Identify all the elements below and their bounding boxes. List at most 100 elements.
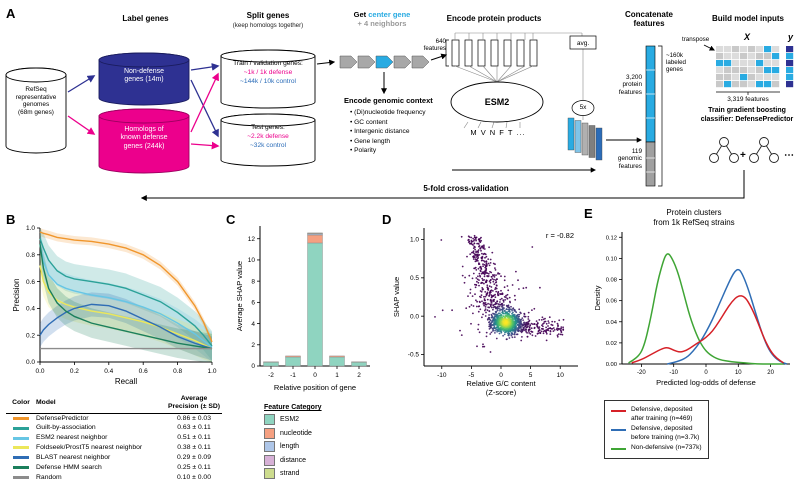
avg-precision-value: 0.10 ± 0.00 <box>177 473 211 481</box>
sd-band <box>40 228 212 346</box>
bar-segment <box>307 232 323 234</box>
header-split-genes: Split genes <box>246 11 290 20</box>
color-swatch <box>13 436 29 440</box>
tick-label: -5 <box>468 372 474 379</box>
pr-curve <box>39 303 213 350</box>
model-name: ESM2 nearest neighbor <box>36 434 108 442</box>
test-control-count: ~32k control <box>249 142 287 149</box>
density-chart: -20 -10 0 10 20 0.00 0.02 0.04 0.06 0.08 0.10 0.12 P… <box>593 232 790 387</box>
features-3319-label: 3,319 features <box>727 96 769 103</box>
context-item: • GC content <box>350 118 388 126</box>
encode-context-title: Encode genomic context <box>344 96 433 105</box>
embedding-cells <box>451 39 538 67</box>
legend-item: nucleotide <box>264 427 322 439</box>
table-row: ESM2 nearest neighbor 0.51 ± 0.11 <box>6 433 222 443</box>
density-chart-title: Protein clusters from 1k RefSeq strains <box>653 208 735 227</box>
tick-label: 20 <box>767 370 774 376</box>
avg-precision-value: 0.29 ± 0.09 <box>177 453 211 461</box>
legend-label: Defensive, deposited after training (n=4… <box>631 406 693 422</box>
tick-label: 1.0 <box>26 225 35 232</box>
tick-label: 1.0 <box>410 237 419 244</box>
tick-label: -0.5 <box>408 352 420 359</box>
tick-label: 6 <box>251 300 255 307</box>
test-cylinder <box>220 113 316 167</box>
pr-curve <box>39 243 213 348</box>
header-label-genes: Label genes <box>122 14 169 23</box>
bar-segment <box>307 242 323 367</box>
pr-curve <box>39 231 213 343</box>
bar-segment <box>263 362 279 367</box>
sd-band <box>40 228 212 361</box>
legend-item: Defensive, deposited after training (n=4… <box>611 406 702 423</box>
avg-box <box>569 35 597 50</box>
tick-label: r = -0.82 <box>546 231 574 240</box>
neighbor-gene-icon <box>393 55 412 69</box>
color-swatch <box>13 466 29 470</box>
tick-label: Predicted log-odds of defense <box>656 378 756 387</box>
tick-label: 1.0 <box>207 368 216 375</box>
non-defense-label: Non-defense genes (14m) <box>123 68 165 84</box>
gc-shap-scatter: -10 -5 0 5 10 -0.5 0.0 0.5 1.0 r = -0.82 Relative … <box>392 228 578 397</box>
avg-precision-value: 0.86 ± 0.03 <box>177 414 211 422</box>
matrix-x-label: X <box>744 32 751 42</box>
tick-label: -10 <box>437 372 447 379</box>
density-curve <box>667 268 788 365</box>
panel-d-label: D <box>382 212 392 227</box>
table-header-color: Color <box>12 398 30 406</box>
tick-label: 10 <box>557 372 565 379</box>
legend-label: ESM2 <box>280 416 300 423</box>
table-row: Defense HMM search 0.25 ± 0.11 <box>6 463 222 473</box>
context-item: • Intergenic distance <box>350 128 410 136</box>
esm2-block <box>445 32 603 161</box>
homologs-label: Homologs of known defense genes (244k) <box>120 126 168 150</box>
bar-segment <box>285 356 301 367</box>
tick-label: -2 <box>268 372 274 379</box>
panel-c-label: C <box>226 212 236 227</box>
pr-curve <box>39 265 213 350</box>
table-row: BLAST nearest neighbor 0.29 ± 0.09 <box>6 453 222 463</box>
features-640-label: 640 features <box>423 38 446 53</box>
legend-line-swatch <box>611 448 626 451</box>
train-defense-count: ~1k / 1k defense <box>243 69 293 76</box>
scatter-points <box>434 234 565 353</box>
flow-arrows <box>67 44 745 201</box>
cross-validation-label: 5-fold cross-validation <box>423 184 509 193</box>
color-swatch <box>13 446 29 450</box>
sd-band <box>40 229 212 362</box>
avg-precision-value: 0.51 ± 0.11 <box>177 434 211 442</box>
tick-label: 0 <box>313 372 317 379</box>
feature-category-legend: Feature Category ESM2 nucleotide length dist… <box>264 404 322 482</box>
color-swatch <box>13 417 29 421</box>
transpose-label: transpose <box>682 36 710 43</box>
model-name: Foldseek/ProstT5 nearest neighbor <box>36 444 143 452</box>
bar-segment <box>351 361 367 363</box>
tick-label: 0.06 <box>606 299 617 305</box>
fan-lines <box>454 32 584 129</box>
sd-band <box>40 250 212 362</box>
tick-label: 0.5 <box>410 275 419 282</box>
tick-label: Relative position of gene <box>274 383 356 392</box>
header-encode-protein: Encode protein products <box>446 14 542 23</box>
tick-label: 0.0 <box>410 313 419 320</box>
tick-label: 0 <box>251 363 255 370</box>
tick-label: 0.12 <box>606 235 617 241</box>
tick-label: 10 <box>248 257 256 264</box>
pr-curve-chart: 0.0 0.2 0.4 0.6 0.8 1.0 0.0 0.2 0.4 0.6 0.8 1.0 Reca… <box>12 225 217 386</box>
density-curve <box>631 295 784 364</box>
tick-label: 0.04 <box>606 320 618 326</box>
color-swatch <box>13 475 29 479</box>
esm2-oval <box>450 81 544 123</box>
tick-label: 0.2 <box>26 332 35 339</box>
gene-row <box>339 55 430 69</box>
5x-label: 5x <box>579 104 587 111</box>
table-row: Guilt-by-association 0.63 ± 0.11 <box>6 423 222 433</box>
tick-label: 0 <box>704 370 708 376</box>
table-row: DefensePredictor 0.86 ± 0.03 <box>6 414 222 424</box>
tree-dots: ⋯ <box>784 150 794 161</box>
train-control-count: ~144k / 10k control <box>240 78 296 85</box>
train-title: Train / validation genes: <box>233 60 303 67</box>
panel-b-label: B <box>6 212 16 227</box>
neighbor-gene-icon <box>357 55 376 69</box>
tick-label: -1 <box>290 372 296 379</box>
bar-segment <box>329 356 345 367</box>
